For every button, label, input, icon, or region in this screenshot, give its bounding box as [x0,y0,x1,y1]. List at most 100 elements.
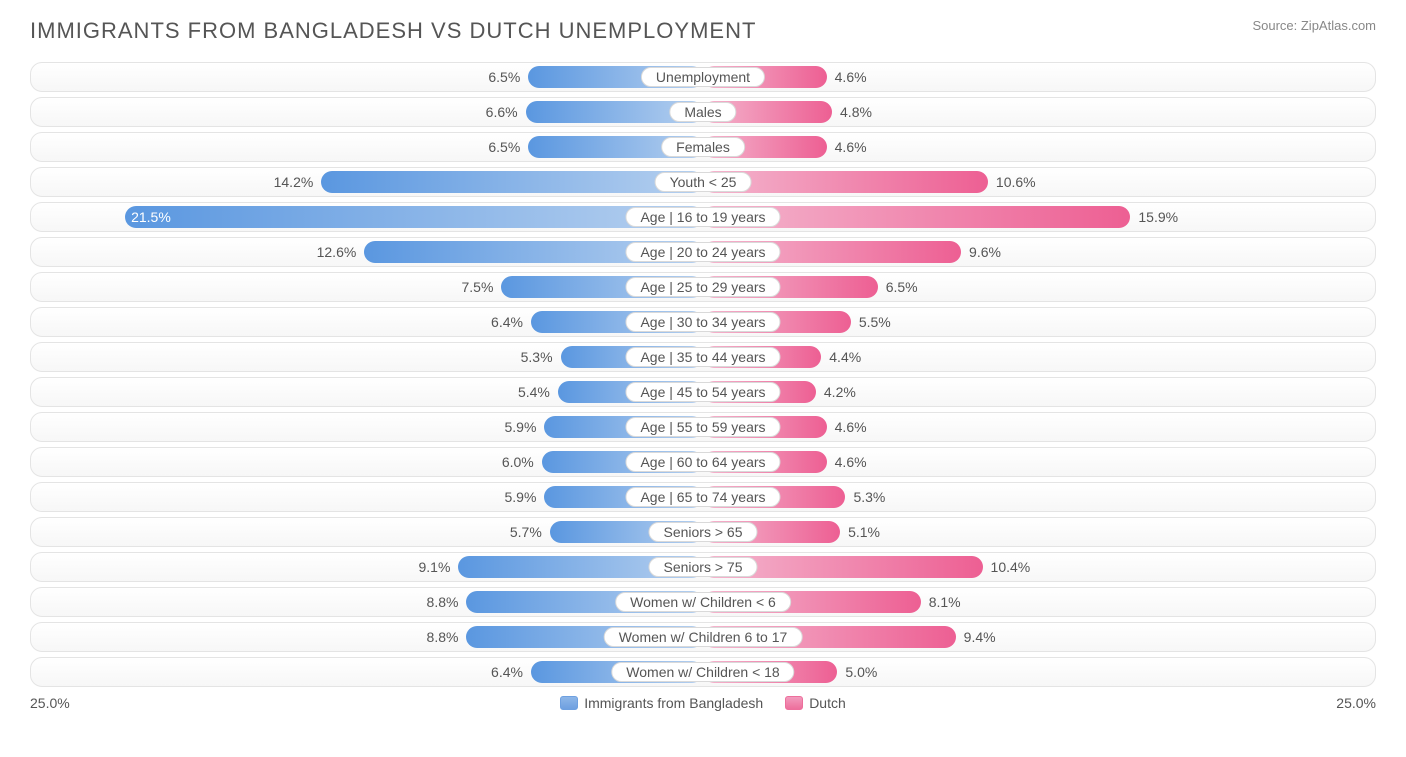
category-pill: Seniors > 75 [649,557,758,577]
legend-item-left: Immigrants from Bangladesh [560,695,763,711]
chart-row: 6.5% 4.6% Females [30,132,1376,162]
chart-row: 7.5%6.5%Age | 25 to 29 years [30,272,1376,302]
bar-left: 21.5% [125,206,703,228]
bar-wrap-right: 9.6% [703,241,1375,263]
bar-wrap-right: 5.1% [703,521,1375,543]
value-label-right: 5.3% [853,489,885,505]
value-label-right: 5.1% [848,524,880,540]
bar-wrap-left: 6.4% [31,311,703,333]
bar-wrap-right: 5.0% [703,661,1375,683]
bar-wrap-left: 7.5% [31,276,703,298]
bar-wrap-right: 15.9% [703,206,1375,228]
value-label-right: 8.1% [929,594,961,610]
chart-container: IMMIGRANTS FROM BANGLADESH VS DUTCH UNEM… [0,0,1406,757]
value-label-right: 4.6% [835,419,867,435]
value-label-left: 6.5% [488,69,520,85]
bar-wrap-left: 12.6% [31,241,703,263]
chart-row: 12.6% 9.6% Age | 20 to 24 years [30,237,1376,267]
bar-wrap-left: 14.2% [31,171,703,193]
value-label-right: 9.6% [969,244,1001,260]
chart-row: 5.3% 4.4% Age | 35 to 44 years [30,342,1376,372]
chart-footer: 25.0% Immigrants from Bangladesh Dutch 2… [30,695,1376,711]
value-label-left: 6.4% [491,314,523,330]
value-label-right: 4.6% [835,139,867,155]
value-label-right: 4.4% [829,349,861,365]
bar-left [321,171,703,193]
value-label-right: 5.5% [859,314,891,330]
bar-wrap-left: 8.8% [31,591,703,613]
legend-swatch-pink [785,696,803,710]
value-label-left: 12.6% [317,244,357,260]
category-pill: Age | 20 to 24 years [625,242,780,262]
chart-row: 8.8%9.4%Women w/ Children 6 to 17 [30,622,1376,652]
value-label-left: 5.9% [505,419,537,435]
chart-row: 6.4% 5.5% Age | 30 to 34 years [30,307,1376,337]
chart-row: 21.5% 15.9% Age | 16 to 19 years [30,202,1376,232]
value-label-right: 4.8% [840,104,872,120]
value-label-left: 6.6% [486,104,518,120]
bar-wrap-right: 4.8% [703,101,1375,123]
chart-row: 9.1% 10.4% Seniors > 75 [30,552,1376,582]
bar-wrap-left: 6.5% [31,136,703,158]
bar-wrap-right: 4.4% [703,346,1375,368]
chart-row: 6.5%4.6%Unemployment [30,62,1376,92]
value-label-left: 7.5% [461,279,493,295]
value-label-left: 8.8% [427,629,459,645]
value-label-left: 9.1% [418,559,450,575]
value-label-right: 6.5% [886,279,918,295]
category-pill: Women w/ Children 6 to 17 [604,627,803,647]
value-label-left: 14.2% [274,174,314,190]
axis-label-right: 25.0% [1336,695,1376,711]
chart-row: 8.8% 8.1% Women w/ Children < 6 [30,587,1376,617]
value-label-left: 21.5% [131,209,171,225]
category-pill: Age | 65 to 74 years [625,487,780,507]
value-label-left: 5.3% [521,349,553,365]
value-label-right: 5.0% [845,664,877,680]
header: IMMIGRANTS FROM BANGLADESH VS DUTCH UNEM… [30,18,1376,44]
bar-wrap-left: 6.6% [31,101,703,123]
bar-wrap-left: 5.7% [31,521,703,543]
chart-row: 6.4%5.0%Women w/ Children < 18 [30,657,1376,687]
bar-wrap-left: 6.4% [31,661,703,683]
category-pill: Females [661,137,745,157]
bar-wrap-right: 4.2% [703,381,1375,403]
chart-title: IMMIGRANTS FROM BANGLADESH VS DUTCH UNEM… [30,18,756,44]
axis-label-left: 25.0% [30,695,70,711]
chart-row: 6.6% 4.8% Males [30,97,1376,127]
value-label-right: 4.2% [824,384,856,400]
bar-wrap-left: 5.9% [31,416,703,438]
category-pill: Age | 30 to 34 years [625,312,780,332]
value-label-left: 8.8% [427,594,459,610]
bar-wrap-right: 6.5% [703,276,1375,298]
bar-wrap-left: 5.4% [31,381,703,403]
value-label-right: 10.4% [991,559,1031,575]
value-label-left: 5.7% [510,524,542,540]
bar-wrap-left: 5.3% [31,346,703,368]
bar-wrap-left: 6.5% [31,66,703,88]
bar-wrap-left: 8.8% [31,626,703,648]
bar-wrap-right: 4.6% [703,66,1375,88]
category-pill: Youth < 25 [655,172,752,192]
value-label-left: 6.5% [488,139,520,155]
chart-row: 5.9%5.3%Age | 65 to 74 years [30,482,1376,512]
category-pill: Males [669,102,736,122]
bar-wrap-right: 5.3% [703,486,1375,508]
bar-wrap-left: 21.5% [31,206,703,228]
category-pill: Age | 55 to 59 years [625,417,780,437]
category-pill: Age | 35 to 44 years [625,347,780,367]
category-pill: Age | 16 to 19 years [625,207,780,227]
value-label-right: 10.6% [996,174,1036,190]
chart-row: 6.0%4.6%Age | 60 to 64 years [30,447,1376,477]
chart-area: 6.5%4.6%Unemployment6.6%4.8%Males6.5%4.6… [30,62,1376,687]
legend-swatch-blue [560,696,578,710]
value-label-right: 15.9% [1138,209,1178,225]
value-label-left: 6.0% [502,454,534,470]
value-label-right: 4.6% [835,454,867,470]
chart-row: 5.4% 4.2% Age | 45 to 54 years [30,377,1376,407]
bar-wrap-right: 10.4% [703,556,1375,578]
value-label-left: 6.4% [491,664,523,680]
bar-wrap-left: 9.1% [31,556,703,578]
value-label-left: 5.4% [518,384,550,400]
category-pill: Age | 45 to 54 years [625,382,780,402]
category-pill: Women w/ Children < 6 [615,592,791,612]
